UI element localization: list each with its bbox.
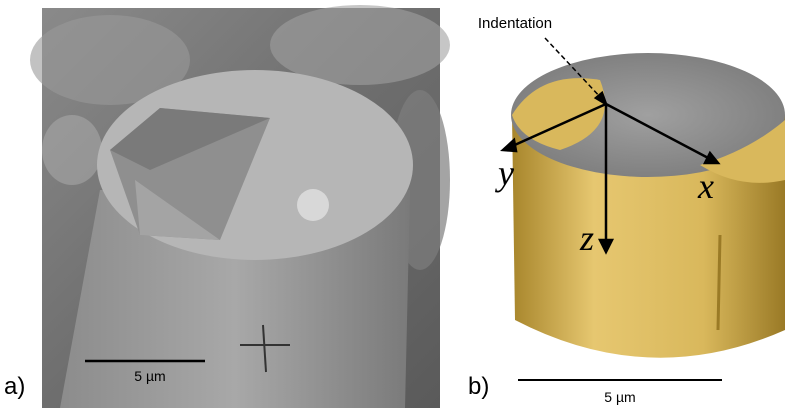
panel-label: b) [468, 373, 489, 400]
axis-label: y [495, 153, 514, 193]
axis-label: x [697, 166, 714, 206]
panel-a-image [30, 5, 450, 408]
panel-label: a) [4, 373, 25, 400]
annotation: Indentation [478, 15, 552, 32]
scale-bar-label: 5 µm [134, 368, 165, 384]
figure: 5 µm a) Indentation y x z 5 µm b) [0, 0, 803, 408]
axis-label: z [579, 218, 594, 258]
scale-bar-label: 5 µm [604, 389, 635, 405]
panel-b-image [511, 53, 785, 380]
